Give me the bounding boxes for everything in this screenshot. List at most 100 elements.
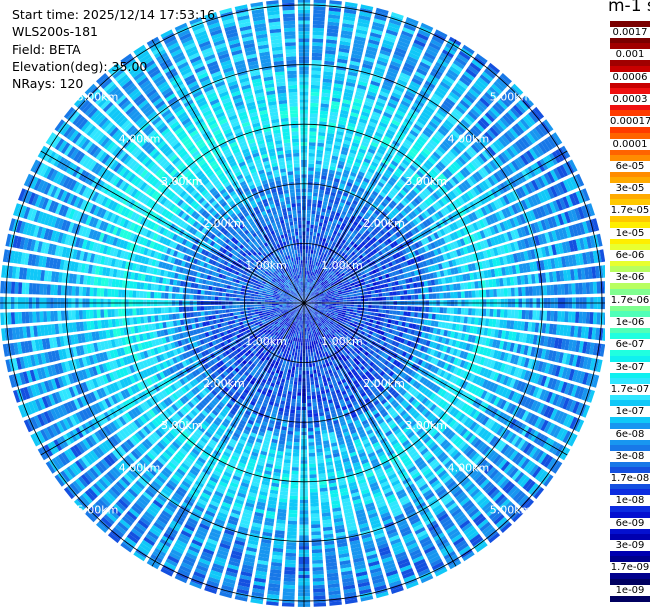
ray-gate [313,261,316,266]
ray-gate [340,150,348,156]
ray-gate [336,208,342,214]
ray-gate [318,408,324,413]
ray-gate [489,106,501,118]
ray-gate [408,52,420,61]
ray-gate [471,59,484,70]
ray-gate [411,294,415,300]
ray-gate [305,288,307,293]
ray-gate [413,39,426,48]
ray-gate [353,307,358,310]
ray-gate [306,292,308,297]
ray-gate [312,199,317,204]
ray-gate [327,25,339,30]
ray-gate [305,238,309,243]
ray-gate [347,71,358,77]
ray-gate [486,89,498,100]
ray-gate [329,214,335,219]
ray-gate [370,28,383,36]
ray-gate [347,263,352,268]
ray-gate [356,246,361,251]
ray-gate [408,202,415,210]
ray-gate [310,334,313,339]
ray-gate [431,286,436,293]
ray-gate [318,225,322,230]
ray-gate [317,289,321,292]
ray-gate [357,190,364,196]
ray-gate [437,161,446,170]
ray-gate [354,318,359,322]
ray-gate [399,290,404,295]
ray-gate [346,238,352,244]
ray-gate [453,315,458,323]
ray-gate [373,107,383,115]
ray-gate [342,293,347,296]
ray-gate [378,223,384,229]
ray-gate [518,287,523,297]
ray-gate [360,307,365,311]
ray-gate [358,254,364,260]
ray-gate [376,128,385,135]
ray-gate [317,462,325,467]
ray-gate [304,288,306,293]
ray-gate [349,309,354,312]
ray-gate [399,311,404,316]
ray-gate [366,151,374,158]
ray-gate [453,283,458,291]
ray-gate [350,203,357,209]
ray-gate [339,153,347,159]
ray-gate [351,224,357,229]
ray-gate [326,277,330,281]
ray-gate [435,286,440,292]
ray-gate [313,228,318,233]
ray-gate [432,115,443,124]
ray-gate [442,155,452,165]
ray-gate [412,144,421,152]
ray-gate [305,267,307,271]
ray-gate [387,222,394,229]
ray-gate [355,287,360,291]
ray-gate [420,165,429,173]
ray-gate [525,286,530,296]
ray-gate [512,104,524,116]
ray-gate [319,285,323,289]
ray-gate [324,257,328,262]
ray-gate [398,148,407,155]
ray-gate [492,141,502,152]
ray-gate [335,212,341,217]
ray-gate [414,141,423,150]
ray-gate [327,220,333,226]
ray-gate [370,80,381,87]
ray-gate [313,13,326,18]
ray-gate [385,132,394,140]
ray-gate [454,56,467,67]
ray-gate [311,292,314,296]
ray-gate [313,280,316,285]
ray-gate [320,260,324,265]
ray-gate [435,190,443,198]
ray-gate [316,452,324,457]
ray-gate [413,173,422,181]
ray-gate [495,78,508,90]
ray-gate [377,194,384,201]
ray-gate [486,65,498,77]
ray-gate [305,285,308,289]
ray-gate [368,298,372,301]
ray-gate [305,245,309,250]
ray-gate [338,116,348,122]
ray-gate [375,63,387,70]
ray-gate [307,289,309,293]
ray-gate [306,217,311,221]
ray-gate [309,286,312,291]
ray-gate [364,229,371,236]
ray-gate [364,174,372,180]
ray-gate [396,222,403,229]
ray-gate [313,272,317,277]
ray-gate [324,231,329,236]
ray-gate [365,318,370,322]
ray-gate [385,314,389,319]
ray-gate [339,242,345,247]
ray-gate [371,77,382,84]
ray-gate [312,276,315,280]
ray-gate [340,214,346,219]
ray-gate [430,96,441,105]
